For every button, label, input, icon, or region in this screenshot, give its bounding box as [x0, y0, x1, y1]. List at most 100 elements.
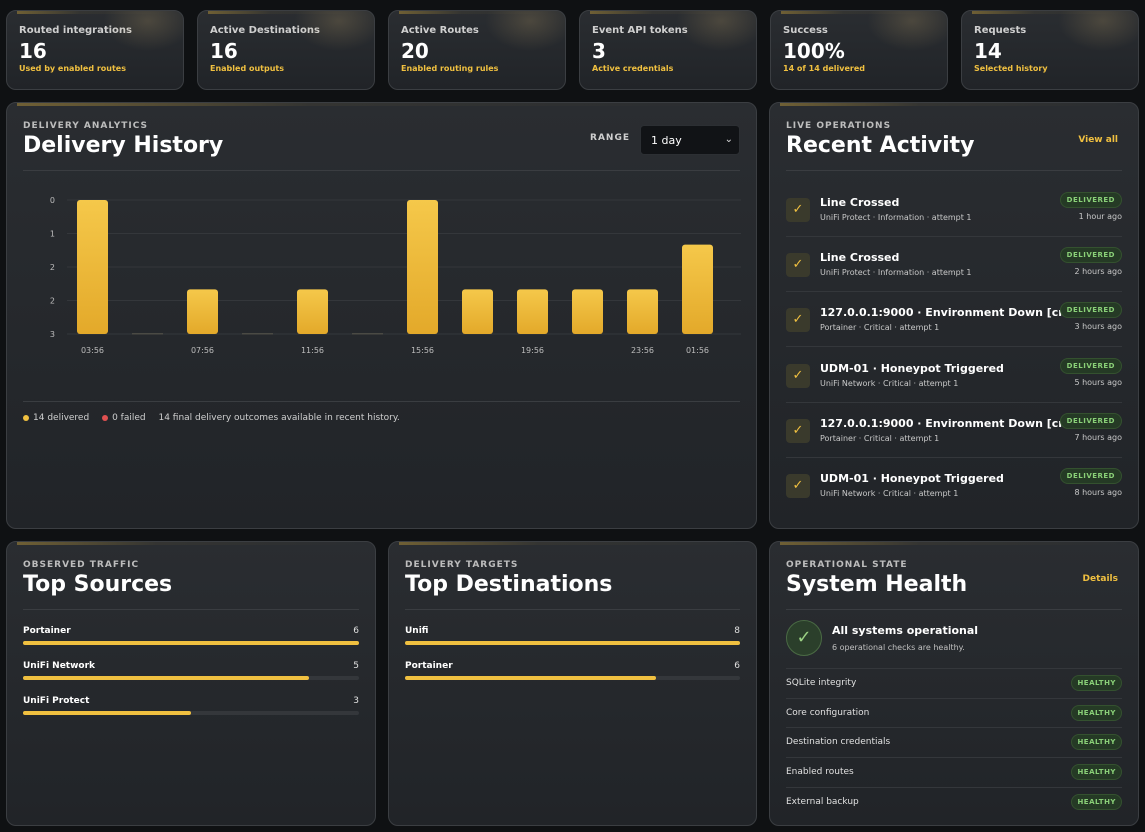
delivery-history-card: DELIVERY ANALYTICS Delivery History RANG…: [6, 102, 757, 529]
activity-row[interactable]: ✓ 127.0.0.1:9000 · Environment Down [cri…: [786, 403, 1122, 458]
details-link[interactable]: Details: [1082, 574, 1118, 584]
check-name: Core configuration: [786, 708, 870, 718]
stat-value: 16: [19, 39, 47, 63]
health-check-row: External backup HEALTHY: [786, 787, 1122, 817]
section-title: Recent Activity: [786, 133, 975, 158]
status-badge: HEALTHY: [1071, 705, 1122, 721]
check-icon: ✓: [786, 308, 810, 332]
x-tick-label: 15:56: [411, 346, 434, 355]
health-check-row: SQLite integrity HEALTHY: [786, 668, 1122, 698]
chart-legend: 14 delivered 0 failed 14 final delivery …: [23, 413, 400, 423]
status-badge: HEALTHY: [1071, 764, 1122, 780]
stat-label: Event API tokens: [592, 25, 688, 36]
source-name: Portainer: [23, 626, 71, 636]
range-value: 1 day: [651, 134, 682, 147]
view-all-link[interactable]: View all: [1078, 135, 1118, 145]
progress-fill: [23, 711, 191, 715]
source-count: 6: [353, 626, 359, 636]
activity-name: UDM-01 · Honeypot Triggered: [820, 362, 1004, 375]
stat-value: 16: [210, 39, 238, 63]
status-badge: DELIVERED: [1059, 468, 1122, 484]
legend-failed: 0 failed: [102, 413, 146, 423]
check-icon: ✓: [786, 253, 810, 277]
status-badge: DELIVERED: [1059, 302, 1122, 318]
activity-name: 127.0.0.1:9000 · Environment Down [criti…: [820, 306, 1100, 319]
chart-bar: [682, 244, 713, 334]
section-eyebrow: DELIVERY ANALYTICS: [23, 121, 148, 131]
x-tick-label: 19:56: [521, 346, 544, 355]
activity-time: 1 hour ago: [1078, 212, 1122, 221]
destination-count: 8: [734, 626, 740, 636]
activity-meta: UniFi Network · Critical · attempt 1: [820, 379, 959, 388]
legend-delivered: 14 delivered: [23, 413, 89, 423]
activity-name: UDM-01 · Honeypot Triggered: [820, 472, 1004, 485]
check-name: Destination credentials: [786, 737, 891, 747]
activity-time: 7 hours ago: [1074, 433, 1122, 442]
y-tick-label: 1: [50, 230, 55, 239]
stat-sub: 14 of 14 delivered: [783, 64, 865, 73]
check-circle-icon: ✓: [786, 620, 822, 656]
activity-row[interactable]: ✓ UDM-01 · Honeypot Triggered UniFi Netw…: [786, 458, 1122, 513]
divider: [23, 170, 740, 171]
activity-time: 8 hours ago: [1074, 488, 1122, 497]
source-count: 3: [353, 696, 359, 706]
chart-bar: [517, 289, 548, 334]
activity-meta: UniFi Protect · Information · attempt 1: [820, 268, 972, 277]
progress-fill: [405, 676, 657, 680]
activity-row[interactable]: ✓ Line Crossed UniFi Protect · Informati…: [786, 237, 1122, 292]
stat-label: Success: [783, 25, 828, 36]
check-icon: ✓: [786, 364, 810, 388]
destination-count: 6: [734, 661, 740, 671]
status-badge: DELIVERED: [1059, 413, 1122, 429]
chart-bar: [242, 333, 273, 335]
recent-activity-card: LIVE OPERATIONS Recent Activity View all…: [769, 102, 1139, 529]
chart-bar: [352, 333, 383, 335]
chevron-down-icon: ⌄: [724, 134, 733, 145]
divider: [23, 401, 740, 402]
activity-meta: Portainer · Critical · attempt 1: [820, 323, 940, 332]
stat-value: 100%: [783, 39, 845, 63]
source-count: 5: [353, 661, 359, 671]
chart-bar: [297, 289, 328, 334]
divider: [405, 609, 740, 610]
section-title: Delivery History: [23, 133, 224, 158]
divider: [786, 609, 1122, 610]
source-item: UniFi Protect 3: [23, 696, 359, 726]
stat-card-event-api-tokens: Event API tokens 3 Active credentials: [579, 10, 757, 90]
activity-name: Line Crossed: [820, 251, 900, 264]
range-select[interactable]: 1 day ⌄: [640, 125, 740, 155]
check-name: SQLite integrity: [786, 678, 857, 688]
source-item: UniFi Network 5: [23, 661, 359, 691]
activity-time: 2 hours ago: [1074, 267, 1122, 276]
x-tick-label: 11:56: [301, 346, 324, 355]
stat-card-success: Success 100% 14 of 14 delivered: [770, 10, 948, 90]
activity-row[interactable]: ✓ 127.0.0.1:9000 · Environment Down [cri…: [786, 292, 1122, 347]
legend-failed-label: 0 failed: [112, 413, 146, 423]
section-title: Top Sources: [23, 572, 173, 597]
progress-track: [405, 676, 740, 680]
stat-card-requests: Requests 14 Selected history: [961, 10, 1139, 90]
progress-fill: [23, 641, 359, 645]
top-sources-card: OBSERVED TRAFFIC Top Sources Portainer 6…: [6, 541, 376, 826]
stat-value: 14: [974, 39, 1002, 63]
stat-card-active-routes: Active Routes 20 Enabled routing rules: [388, 10, 566, 90]
section-eyebrow: OPERATIONAL STATE: [786, 560, 908, 570]
range-label: RANGE: [590, 133, 630, 143]
stat-label: Active Destinations: [210, 25, 320, 36]
status-badge: HEALTHY: [1071, 675, 1122, 691]
divider: [786, 170, 1122, 171]
activity-row[interactable]: ✓ Line Crossed UniFi Protect · Informati…: [786, 182, 1122, 237]
progress-fill: [23, 676, 309, 680]
stat-card-active-destinations: Active Destinations 16 Enabled outputs: [197, 10, 375, 90]
stat-sub: Enabled outputs: [210, 64, 284, 73]
stat-sub: Active credentials: [592, 64, 674, 73]
stat-value: 3: [592, 39, 606, 63]
check-icon: ✓: [786, 419, 810, 443]
destination-name: Portainer: [405, 661, 453, 671]
source-name: UniFi Protect: [23, 696, 90, 706]
health-summary-title: All systems operational: [832, 624, 979, 637]
activity-row[interactable]: ✓ UDM-01 · Honeypot Triggered UniFi Netw…: [786, 348, 1122, 403]
chart-bar: [132, 333, 163, 335]
progress-track: [23, 676, 359, 680]
progress-track: [23, 641, 359, 645]
